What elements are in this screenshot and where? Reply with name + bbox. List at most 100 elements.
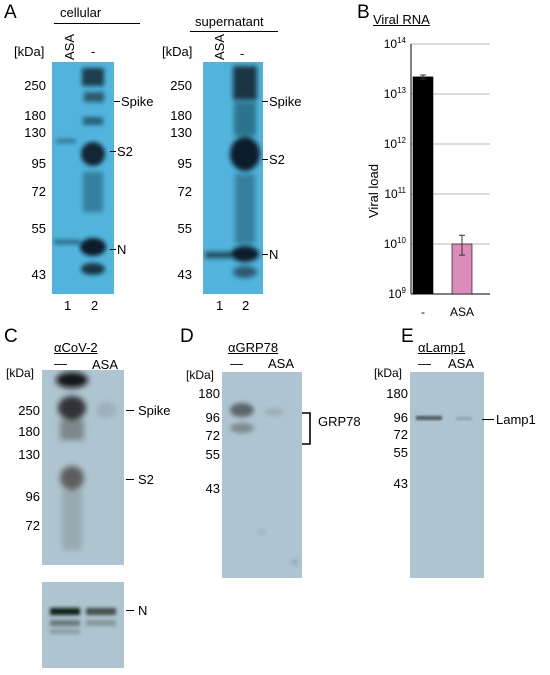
lane-number-1-sup: 1 [216, 298, 224, 313]
band-tick-s2 [110, 151, 116, 152]
kda-unit-cellular: [kDa] [14, 44, 45, 59]
band-tick-spike [114, 101, 120, 102]
marker-72-e: 72 [393, 427, 408, 442]
supernatant-title-underline [190, 31, 278, 32]
band-label-s2: S2 [117, 144, 133, 159]
cellular-blot-bands [54, 68, 110, 292]
marker-95-sup: 95 [177, 156, 192, 171]
band-label-grp78: GRP78 [318, 414, 361, 429]
x-category-label: - [421, 305, 425, 319]
x-category-label: ASA [450, 305, 474, 319]
lane-number-2-sup: 2 [242, 298, 250, 313]
bar-control [412, 76, 434, 295]
band-label-n-c: N [138, 603, 148, 618]
marker-55-d: 55 [205, 447, 220, 462]
band-tick-n-sup [262, 254, 268, 255]
cov2-n-blot-bands [50, 608, 116, 634]
grp78-blot [222, 372, 302, 578]
cellular-title: cellular [60, 5, 102, 20]
lane-label-control-d: — [230, 356, 243, 371]
antibody-label-grp78: αGRP78 [228, 340, 279, 355]
band-tick-s2-c [126, 479, 134, 480]
marker-96-e: 96 [393, 410, 408, 425]
lane-label-control-sup: - [240, 46, 245, 61]
y-tick-label: 1010 [384, 236, 407, 251]
band-label-spike-sup: Spike [269, 94, 302, 109]
marker-72-c: 72 [25, 518, 40, 533]
y-tick-label: 1012 [384, 136, 407, 151]
marker-180: 180 [24, 108, 46, 123]
y-tick-label: 1011 [384, 186, 406, 201]
lane-label-asa-e: ASA [448, 356, 475, 371]
supernatant-title: supernatant [195, 14, 264, 29]
marker-72: 72 [31, 184, 46, 199]
lane-label-control: - [91, 44, 96, 59]
marker-72-sup: 72 [177, 184, 192, 199]
panel-e-label: E [401, 326, 414, 347]
panel-b-label: B [357, 2, 370, 23]
marker-55: 55 [31, 221, 46, 236]
chart-title: Viral RNA [373, 12, 430, 27]
error-bar [420, 74, 426, 80]
lane-number-2: 2 [91, 298, 99, 313]
band-label-s2-sup: S2 [269, 152, 285, 167]
marker-96-d: 96 [205, 410, 220, 425]
marker-180-sup: 180 [170, 108, 192, 123]
cov2-blot [42, 370, 124, 565]
grp78-blot-bands [230, 403, 297, 564]
marker-180-d: 180 [198, 386, 220, 401]
marker-43-e: 43 [393, 476, 408, 491]
band-tick-n-c [126, 610, 134, 611]
band-tick-lamp1 [482, 419, 494, 420]
band-label-n-sup: N [269, 247, 279, 262]
band-tick-n [110, 249, 116, 250]
lane-label-control-e: — [418, 356, 431, 371]
cellular-title-underline [54, 23, 140, 24]
marker-55-sup: 55 [177, 221, 192, 236]
band-label-lamp1: Lamp1 [496, 412, 536, 427]
marker-130-sup: 130 [170, 125, 192, 140]
marker-130-c: 130 [18, 447, 40, 462]
marker-55-e: 55 [393, 445, 408, 460]
panel-c-label: C [4, 326, 18, 347]
kda-unit-e: [kDa] [374, 366, 403, 380]
band-tick-s2-sup [262, 159, 268, 160]
band-label-spike-c: Spike [138, 403, 171, 418]
marker-250-sup: 250 [170, 78, 192, 93]
band-label-spike: Spike [121, 94, 154, 109]
lane-label-control-c: — [54, 356, 67, 371]
cov2-blot-bands [56, 372, 116, 550]
y-tick-label: 1013 [384, 86, 407, 101]
supernatant-blot [203, 62, 263, 294]
kda-unit-d: [kDa] [186, 368, 215, 382]
grp78-bracket [302, 412, 311, 445]
marker-72-d: 72 [205, 428, 220, 443]
band-label-s2-c: S2 [138, 472, 154, 487]
marker-96-c: 96 [25, 489, 40, 504]
marker-250-c: 250 [18, 403, 40, 418]
antibody-label-lamp1: αLamp1 [418, 340, 466, 355]
supernatant-blot-bands [205, 66, 260, 278]
marker-180-c: 180 [18, 424, 40, 439]
band-tick-spike-c [126, 410, 134, 411]
marker-43: 43 [31, 267, 46, 282]
kda-unit-supernatant: [kDa] [162, 44, 193, 59]
kda-unit-c: [kDa] [6, 366, 35, 380]
marker-95: 95 [31, 156, 46, 171]
viral-rna-chart: 109 1010 1011 1012 1013 1014 - ASA [384, 36, 490, 319]
cov2-n-blot [42, 582, 124, 668]
marker-250: 250 [24, 78, 46, 93]
lamp1-blot-bands [416, 416, 472, 420]
y-tick-label: 1014 [384, 36, 407, 51]
marker-180-e: 180 [386, 386, 408, 401]
lane-label-asa-d: ASA [268, 356, 295, 371]
marker-43-d: 43 [205, 481, 220, 496]
panel-a-label: A [4, 2, 17, 23]
marker-130: 130 [24, 125, 46, 140]
marker-43-sup: 43 [177, 267, 192, 282]
error-bar [459, 234, 465, 256]
panel-d-label: D [180, 326, 194, 347]
cellular-blot [52, 62, 114, 294]
lamp1-blot [410, 372, 484, 578]
y-tick-label: 109 [388, 286, 406, 301]
